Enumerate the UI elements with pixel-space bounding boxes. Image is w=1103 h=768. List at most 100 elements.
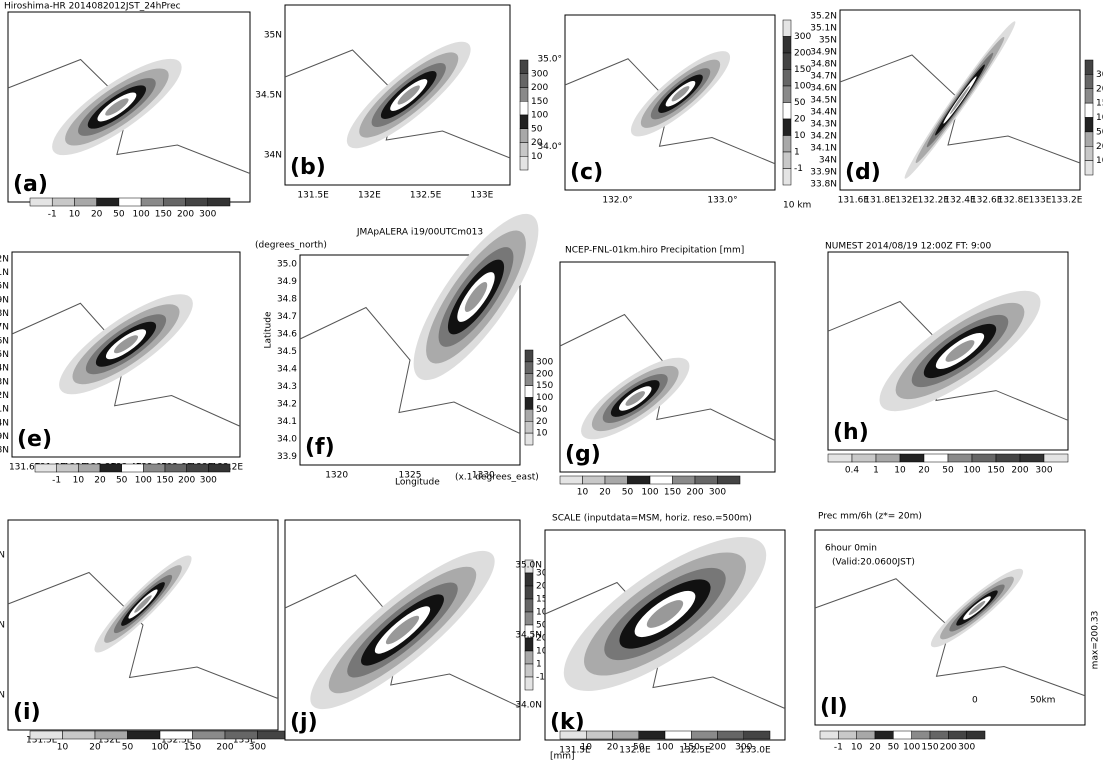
colorbar-label: 100 [963,466,980,476]
colorbar-box [875,453,901,463]
y-tick-label: 34N [819,156,837,166]
x-tick-label: 131.6E [838,196,870,206]
colorbar-label: 150 [531,97,548,107]
colorbar-label: 200 [940,743,957,753]
colorbar-label: 20 [794,115,806,125]
colorbar-box [782,168,792,186]
colorbar-box [524,650,534,665]
colorbar-label: 150 [536,381,553,391]
colorbar-label: 150 [664,488,681,498]
label-bg [11,700,49,726]
colorbar-box [524,385,534,398]
colorbar-box [672,475,696,485]
y-tick-label: 34.8N [810,60,837,70]
precip-area [134,595,152,613]
colorbar-box [782,36,792,54]
colorbar-label: 150 [184,743,201,753]
y-tick-label: 34.4N [810,108,837,118]
colorbar-box [519,114,529,129]
colorbar-box [524,409,534,422]
colorbar-box [185,197,209,207]
panel-title: Prec mm/6h (z*= 20m) [818,512,922,522]
colorbar-label: 10 [794,131,806,141]
colorbar-box [51,197,75,207]
colorbar-box [127,730,161,740]
colorbar-label: 20 [1096,142,1103,152]
x-tick-label: 132.5E [410,191,442,201]
colorbar-box [694,475,718,485]
y-tick-label: 34.7N [0,323,9,333]
x-tick-label: 132E [358,191,381,201]
colorbar-label: -1 [794,164,803,174]
y-tick-label: 34.3N [0,377,9,387]
colorbar-box [929,730,949,740]
y-axis-label: Latitude [264,311,274,349]
colorbar-label: 200 [686,488,703,498]
colorbar-box [524,373,534,386]
colorbar-label: 1 [873,466,879,476]
label-bg [818,695,856,721]
colorbar-box [717,730,744,740]
colorbar-box [782,118,792,136]
label-bg [15,427,53,453]
colorbar-label: 10 [851,743,863,753]
time-label: 6hour 0min [825,544,877,554]
colorbar-label: 20 [94,476,106,486]
colorbar-label: 300 [958,743,975,753]
y-tick-label: 34.7N [810,72,837,82]
x-tick-label: 132.6E [971,196,1003,206]
y-tick-label: 33.8N [810,180,837,190]
colorbar-box [604,475,628,485]
colorbar-label: 150 [156,476,173,486]
precip-area [950,85,970,115]
colorbar-box [1043,453,1069,463]
colorbar-label: 200 [709,743,726,753]
colorbar-box [192,730,226,740]
colorbar-label: 300 [735,743,752,753]
colorbar-box [582,475,606,485]
colorbar-label: 100 [531,111,548,121]
colorbar-box [856,730,876,740]
label-bg [11,172,49,198]
coastline [839,54,1081,164]
x-tick-label: 132.5E [161,736,193,746]
panel-label: (a) [13,172,48,197]
colorbar-box [519,59,529,74]
colorbar-box [74,197,97,207]
colorbar-label: 100 [903,743,920,753]
colorbar-label: 200 [794,49,811,59]
x-tick-label: 132.0° [602,196,632,206]
colorbar-box [62,730,96,740]
colorbar-label: 300 [531,69,548,79]
panel-label: (e) [17,427,52,452]
label-bg [288,710,326,736]
y-tick-label: 34.6N [810,84,837,94]
colorbar-box [649,475,673,485]
x-tick-label: 132.4E [944,196,976,206]
y-tick-label: 34.1N [810,144,837,154]
x-tick-label: 132.2E [918,196,950,206]
colorbar-label: 300 [200,476,217,486]
colorbar-box [1084,59,1094,75]
y-tick-label: 35.0° [537,54,562,64]
coastline [7,571,279,699]
colorbar-label: 200 [1096,84,1103,94]
colorbar-box [1084,88,1094,104]
colorbar-label: 200 [178,476,195,486]
coastline [814,578,1086,697]
colorbar-box [627,475,651,485]
colorbar-box [995,453,1021,463]
colorbar-label: 10 [57,743,69,753]
precip-area [385,615,420,645]
colorbar-label: 50 [633,743,645,753]
label-bg [288,155,326,181]
y-tick-label: 34.3 [277,382,297,392]
colorbar-label: 20 [91,210,103,220]
y-tick-label: 34.2N [810,132,837,142]
colorbar-label: 200 [536,369,553,379]
x-tick-label: 132.0E [619,746,651,756]
y-tick-label: 35.1N [810,24,837,34]
colorbar-label: 10 [581,743,593,753]
y-tick-label: 34.6N [0,336,9,346]
